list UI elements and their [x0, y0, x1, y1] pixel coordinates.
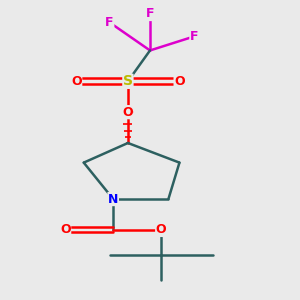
Text: F: F — [105, 16, 114, 29]
Text: O: O — [123, 106, 133, 118]
Text: S: S — [123, 74, 133, 88]
Text: O: O — [71, 75, 82, 88]
Text: O: O — [156, 224, 167, 236]
Text: O: O — [60, 224, 71, 236]
Text: F: F — [146, 8, 154, 20]
Text: O: O — [174, 75, 185, 88]
Text: F: F — [190, 30, 198, 43]
Text: N: N — [108, 193, 119, 206]
